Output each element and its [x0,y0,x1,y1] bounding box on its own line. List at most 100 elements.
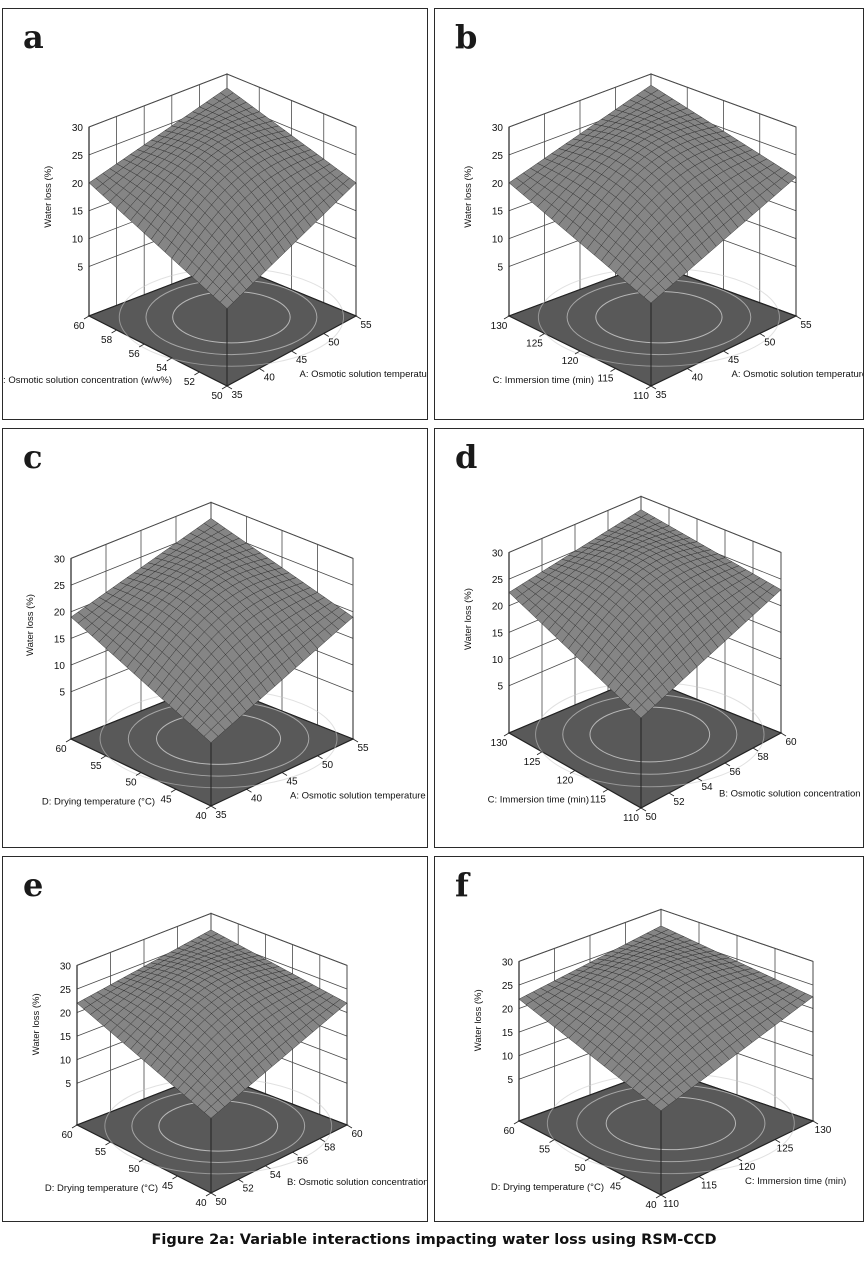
z-tick-label: 5 [77,263,83,274]
y-tick [574,350,581,355]
y-tick-label: 125 [526,339,543,350]
z-tick-label: 5 [497,263,503,274]
panel-letter-f: f [455,866,469,904]
y-tick-label: 55 [539,1145,551,1156]
y-tick-label: 120 [557,776,574,787]
y-tick [602,788,609,793]
x-tick [210,805,217,810]
x-tick [724,762,731,767]
y-tick [655,1194,662,1199]
z-tick-label: 10 [54,661,66,672]
response-surface [76,929,348,1119]
y-tick [221,385,228,390]
y-tick [635,807,642,812]
y-tick-label: 60 [61,1130,73,1141]
panel-a: a 5 10 15 20 25 30 Water loss (%) 35 40 45 50 55 50 5… [2,8,428,420]
z-tick-label: 5 [59,688,65,699]
z-tick-label: 10 [60,1056,72,1067]
y-tick-label: 54 [156,363,168,374]
y-tick-label: 55 [95,1147,107,1158]
figure-caption: Figure 2a: Variable interactions impacti… [151,1232,717,1248]
y-tick-label: 115 [598,374,614,385]
x-tick [210,1192,217,1197]
x-tick [323,333,329,337]
response-surface [508,84,797,304]
x-tick [698,1176,705,1180]
x-tick-label: 55 [800,320,812,331]
x-tick-label: 52 [673,797,685,808]
x-tick-label: 35 [215,810,227,821]
response-surface [518,925,814,1112]
z-tick-label: 10 [502,1052,514,1063]
z-tick-label: 15 [60,1032,72,1043]
x-tick [346,1124,353,1129]
x-tick [723,350,729,355]
x-tick [736,1157,743,1162]
x-tick-label: 50 [215,1197,227,1208]
response-surface [70,518,354,744]
x-tick-label: 58 [324,1143,336,1154]
wall-gridline [508,73,797,128]
surface-plot-f: 5 10 15 20 25 30 Water loss (%) 110 115 120 125 130… [473,908,846,1211]
z-tick-label: 20 [72,179,84,190]
y-tick [513,1120,520,1125]
y-axis-label: D: Drying temperature (°C) [45,1183,158,1194]
z-tick-label: 25 [492,151,504,162]
surface-cell [634,704,649,719]
y-tick-label: 40 [195,811,207,822]
y-tick-label: 58 [101,335,113,346]
x-tick [696,777,703,782]
panel-letter-c: c [23,438,43,476]
y-tick-label: 110 [633,391,649,402]
y-tick [138,1158,145,1163]
x-tick [246,788,252,793]
x-tick-label: 54 [701,782,713,793]
z-tick-label: 15 [492,207,504,218]
x-tick [812,1120,819,1125]
response-surface [88,87,357,309]
x-tick [259,368,265,372]
x-tick [265,1165,271,1170]
z-tick-label: 30 [492,123,504,134]
y-tick [71,1124,78,1129]
x-tick-label: 58 [757,752,769,763]
y-tick-label: 115 [590,794,606,805]
surface-plot-b: 5 10 15 20 25 30 Water loss (%) 35 40 45 50 55 110 11… [463,73,863,402]
y-tick-label: 40 [195,1198,207,1209]
panel-d: d 5 10 15 20 25 30 Water loss (%) 50 52 54 56 58 60 1… [434,428,864,848]
x-tick-label: 120 [739,1162,756,1173]
y-tick [584,1157,591,1162]
z-tick-label: 5 [507,1075,513,1086]
x-tick-label: 54 [270,1170,282,1181]
x-tick-label: 60 [785,737,797,748]
x-tick [291,350,297,355]
wall-gridline [508,495,782,553]
y-tick [620,1176,626,1180]
surface-cell [653,1098,669,1112]
z-tick-label: 15 [72,207,84,218]
y-tick [610,368,616,372]
z-axis-label: Water loss (%) [25,594,36,656]
wall-gridline [88,73,357,128]
x-tick-label: 110 [663,1199,679,1210]
y-tick-label: 60 [503,1126,515,1137]
surface-cell [643,289,659,304]
y-tick [503,315,510,320]
z-tick-label: 10 [72,235,84,246]
y-tick [105,1141,111,1146]
z-axis-label: Water loss (%) [31,993,42,1055]
y-tick [194,371,200,376]
z-axis-label: Water loss (%) [463,588,474,650]
z-tick-label: 25 [502,981,514,992]
x-tick [237,1179,244,1183]
y-tick-label: 40 [645,1200,657,1211]
y-tick-label: 130 [491,321,508,332]
y-axis-label: C: Immersion time (min) [493,375,594,386]
surface-cell [219,295,234,309]
x-tick [650,385,657,390]
panel-letter-a: a [23,18,44,56]
y-tick [138,343,145,348]
z-tick-label: 15 [54,634,66,645]
surface-cell [203,1105,219,1119]
y-tick [135,772,142,776]
